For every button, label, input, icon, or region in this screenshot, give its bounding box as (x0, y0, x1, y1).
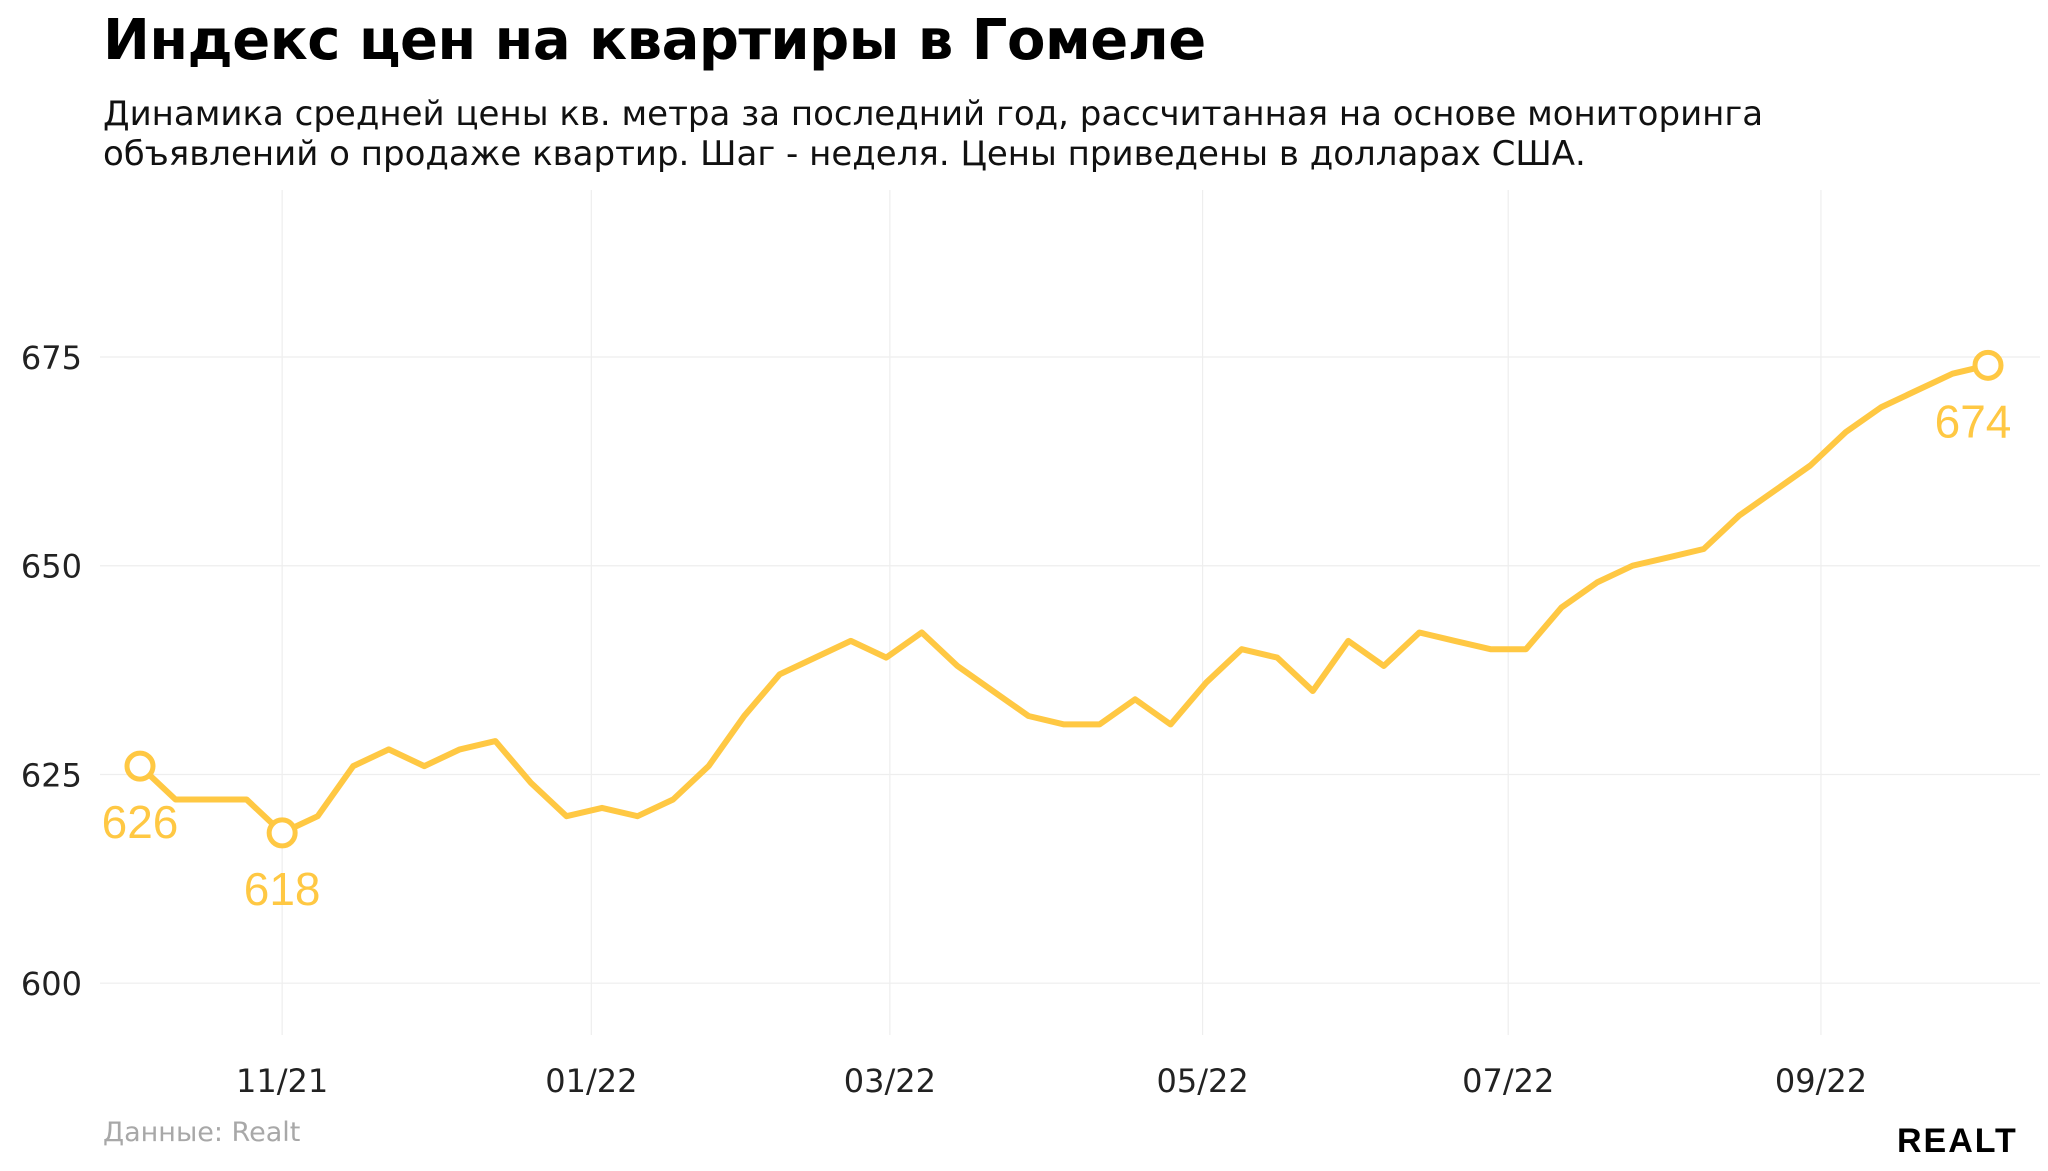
chart-title: Индекс цен на квартиры в Гомеле (103, 8, 1206, 73)
highlight-point (124, 750, 156, 782)
x-tick-label: 09/22 (1775, 1062, 1867, 1100)
x-axis-ticks: 11/21 01/22 03/22 05/22 07/22 09/22 (236, 1062, 1867, 1100)
highlight-point (266, 817, 298, 849)
realt-logo: REALT (1897, 1122, 2018, 1160)
y-axis-ticks: 600 625 650 675 (21, 339, 82, 1003)
y-tick-label: 600 (21, 965, 82, 1003)
point-value-label: 674 (1935, 395, 2012, 447)
x-tick-label: 05/22 (1156, 1062, 1248, 1100)
y-tick-label: 650 (21, 548, 82, 586)
grid-layer (100, 190, 2040, 1035)
data-source: Данные: Realt (103, 1117, 301, 1148)
point-value-label: 618 (244, 863, 321, 915)
x-tick-label: 07/22 (1462, 1062, 1554, 1100)
series-line (137, 362, 1991, 836)
x-tick-label: 03/22 (844, 1062, 936, 1100)
chart-subtitle: Динамика средней цены кв. метра за после… (103, 94, 1764, 174)
highlight-point (1972, 349, 2004, 381)
point-value-label: 626 (102, 796, 179, 848)
y-tick-label: 625 (21, 756, 82, 794)
annotation-layer: 626 618 674 (102, 349, 2012, 915)
x-tick-label: 01/22 (545, 1062, 637, 1100)
x-tick-label: 11/21 (236, 1062, 328, 1100)
y-tick-label: 675 (21, 339, 82, 377)
series-layer (137, 362, 1991, 836)
